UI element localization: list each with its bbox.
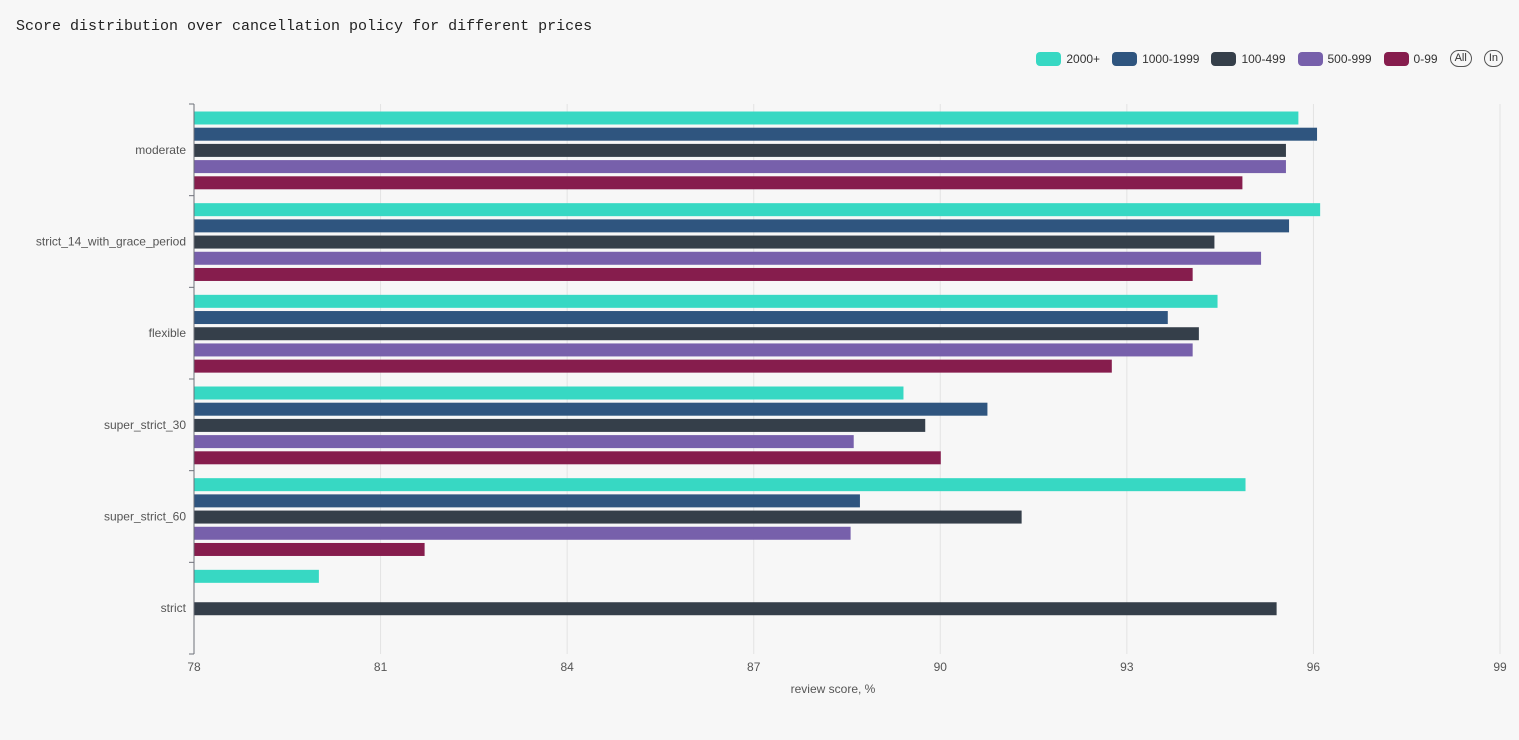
y-category-label: strict_14_with_grace_period [36, 235, 186, 249]
legend-label: 1000-1999 [1142, 51, 1200, 66]
bar-500-999 [194, 343, 1193, 357]
legend-swatch [1211, 51, 1237, 66]
bar-0-99 [194, 359, 1112, 373]
bar-2000+ [194, 478, 1246, 492]
bar-0-99 [194, 267, 1193, 281]
y-category-label: flexible [149, 326, 187, 340]
legend: 2000+ 1000-1999 100-499 500-999 0-99 All… [1036, 50, 1503, 67]
y-category-label: moderate [135, 143, 186, 157]
legend-swatch [1036, 51, 1062, 66]
bar-2000+ [194, 569, 319, 583]
bar-100-499 [194, 235, 1215, 249]
legend-label: 2000+ [1066, 51, 1101, 66]
x-tick-label: 90 [934, 660, 948, 674]
x-tick-label: 78 [187, 660, 201, 674]
legend-label: 0-99 [1413, 51, 1438, 66]
y-category-label: super_strict_60 [104, 510, 186, 524]
x-tick-label: 99 [1493, 660, 1507, 674]
bar-1000-1999 [194, 402, 988, 416]
legend-swatch [1297, 51, 1323, 66]
y-category-label: strict [161, 601, 187, 615]
legend-label: 100-499 [1241, 51, 1286, 66]
bar-100-499 [194, 327, 1199, 341]
bar-2000+ [194, 294, 1218, 308]
bar-2000+ [194, 386, 904, 400]
legend-item-500-999[interactable]: 500-999 [1297, 51, 1372, 66]
x-tick-label: 93 [1120, 660, 1134, 674]
bar-500-999 [194, 435, 854, 449]
legend-item-100-499[interactable]: 100-499 [1211, 51, 1286, 66]
bar-1000-1999 [194, 494, 860, 508]
chart-title: Score distribution over cancellation pol… [16, 18, 593, 35]
x-tick-label: 81 [374, 660, 388, 674]
bar-500-999 [194, 526, 851, 540]
legend-label: 500-999 [1327, 51, 1372, 66]
bar-1000-1999 [194, 311, 1168, 325]
bar-0-99 [194, 451, 941, 465]
bar-1000-1999 [194, 219, 1290, 233]
bar-100-499 [194, 510, 1022, 524]
x-tick-label: 96 [1307, 660, 1321, 674]
legend-swatch [1112, 51, 1138, 66]
bar-100-499 [194, 602, 1277, 616]
bar-0-99 [194, 176, 1243, 190]
legend-item-0-99[interactable]: 0-99 [1383, 51, 1438, 66]
bar-500-999 [194, 160, 1286, 174]
x-tick-label: 87 [747, 660, 761, 674]
x-axis-label: review score, % [791, 682, 876, 696]
legend-item-2000plus[interactable]: 2000+ [1036, 51, 1101, 66]
bar-2000+ [194, 111, 1299, 125]
legend-swatch [1383, 51, 1409, 66]
select-all-button[interactable]: All [1449, 50, 1472, 67]
bar-500-999 [194, 251, 1262, 265]
x-tick-label: 84 [560, 660, 574, 674]
bar-0-99 [194, 542, 425, 556]
inverse-selection-button[interactable]: In [1483, 50, 1503, 67]
bar-1000-1999 [194, 127, 1318, 141]
bar-2000+ [194, 203, 1321, 217]
bar-100-499 [194, 418, 926, 432]
y-category-label: super_strict_30 [104, 418, 186, 432]
bar-100-499 [194, 143, 1286, 157]
legend-item-1000-1999[interactable]: 1000-1999 [1112, 51, 1200, 66]
